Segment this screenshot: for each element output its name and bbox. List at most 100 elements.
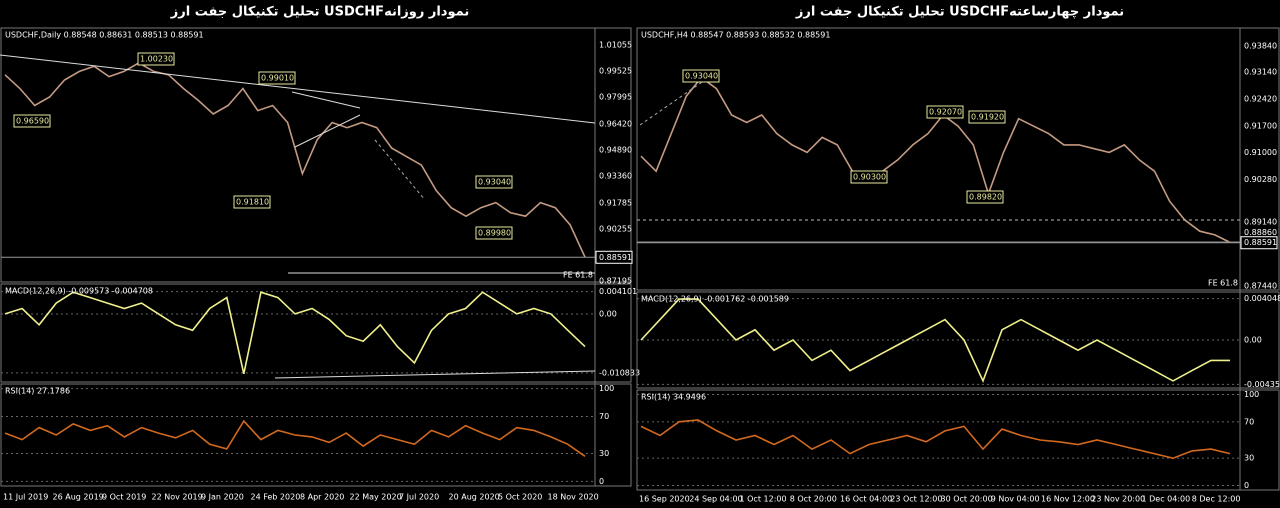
price-label: 0.90300 (853, 173, 886, 182)
price-label: 0.93040 (685, 72, 718, 81)
y-tick-label: 100 (599, 384, 614, 393)
y-tick-label: 0.96420 (599, 119, 632, 128)
panel-header: RSI(14) 34.9496 (641, 393, 706, 402)
price-label: 0.91810 (236, 198, 269, 207)
trend-line (639, 79, 706, 126)
price-line (640, 76, 1231, 244)
panel (0, 383, 632, 487)
y-tick-label: 0.93840 (1244, 41, 1277, 50)
price-label: 0.89980 (478, 229, 511, 238)
fe-label: FE 61.8 (563, 271, 593, 280)
price-line (4, 61, 586, 258)
y-tick-label: 0 (599, 477, 604, 486)
panel-header: USDCHF,Daily 0.88548 0.88631 0.88513 0.8… (5, 31, 204, 40)
x-tick-label: 16 Nov 12:00 (1041, 495, 1095, 504)
x-tick-label: 20 Aug 2020 (449, 493, 500, 502)
y-tick-label: 0.004048 (1244, 294, 1280, 303)
y-tick-label: 0 (1244, 481, 1249, 490)
price-label-box (968, 110, 1006, 124)
price-label: 0.96590 (16, 117, 49, 126)
price-label-box (13, 114, 51, 128)
y-tick-label: 0.00 (599, 309, 617, 318)
price-label-box (966, 190, 1004, 204)
panel-header: RSI(14) 27.1786 (5, 387, 70, 396)
x-tick-label: 8 Apr 2020 (300, 493, 344, 502)
x-tick-label: 23 Nov 20:00 (1091, 495, 1145, 504)
x-tick-label: 24 Feb 2020 (251, 493, 301, 502)
y-tick-label: 30 (1244, 454, 1254, 463)
trend-line (0, 54, 596, 124)
y-tick-label: 0.90280 (1244, 175, 1277, 184)
price-label-box (850, 170, 888, 184)
x-tick-label: 5 Oct 2020 (498, 493, 542, 502)
current-box (1240, 236, 1278, 250)
trend-line (294, 114, 361, 148)
price-label: 0.92070 (929, 108, 962, 117)
x-tick-label: 22 May 2020 (350, 493, 402, 502)
x-tick-label: 7 Jul 2020 (399, 493, 439, 502)
y-tick-label: 0.90255 (599, 224, 632, 233)
x-tick-label: 18 Nov 2020 (548, 493, 599, 502)
y-tick-label: 0.91785 (599, 198, 632, 207)
price-label-box (258, 71, 296, 85)
panel (0, 283, 632, 383)
y-tick-label: -0.004351 (1244, 380, 1280, 389)
price-label: 1.00230 (140, 55, 173, 64)
y-tick-label: 0.91000 (1244, 148, 1277, 157)
y-tick-label: 0.97995 (599, 93, 632, 102)
y-tick-label: 0.93140 (1244, 68, 1277, 77)
y-tick-label: 0.87440 (1244, 281, 1277, 290)
x-tick-label: 16 Oct 04:00 (840, 495, 892, 504)
y-tick-label: -0.010833 (599, 368, 640, 377)
rsi-line (4, 419, 586, 457)
x-tick-label: 16 Sep 2020 (639, 495, 690, 504)
y-tick-label: 0.92420 (1244, 95, 1277, 104)
y-tick-label: 0.004101 (599, 287, 637, 296)
x-tick-label: 1 Oct 12:00 (740, 495, 787, 504)
x-tick-label: 9 Jan 2020 (201, 493, 244, 502)
price-label-box (475, 175, 513, 189)
price-label: 0.89820 (969, 193, 1002, 202)
y-tick-label: 1.01055 (599, 40, 632, 49)
price-label: 0.93040 (478, 178, 511, 187)
y-tick-label: 0.89140 (1244, 218, 1277, 227)
x-tick-label: 11 Jul 2019 (3, 493, 48, 502)
trend-line (274, 370, 596, 379)
current-price: 0.88591 (1244, 238, 1277, 247)
panel-header: USDCHF,H4 0.88547 0.88593 0.88532 0.8859… (641, 31, 830, 40)
current-price: 0.88591 (599, 253, 632, 262)
y-tick-label: 0.94890 (599, 145, 632, 154)
y-tick-label: 70 (599, 412, 609, 421)
panel-header: MACD(12,26,9) -0.009573 -0.004708 (5, 287, 153, 296)
y-tick-label: 0.87195 (599, 277, 632, 286)
x-tick-label: 26 Aug 2019 (53, 493, 104, 502)
x-tick-label: 23 Oct 12:00 (890, 495, 942, 504)
y-tick-label: 0.99525 (599, 67, 632, 76)
x-tick-label: 9 Oct 2019 (102, 493, 146, 502)
price-label-box (682, 69, 720, 83)
rsi-line (640, 419, 1231, 460)
macd-line (640, 298, 1230, 383)
price-label-box (233, 195, 271, 209)
macd-line (4, 291, 586, 374)
x-tick-label: 8 Oct 20:00 (790, 495, 837, 504)
x-tick-label: 30 Oct 20:00 (941, 495, 993, 504)
panel (0, 27, 632, 283)
x-tick-label: 24 Sep 04:00 (689, 495, 742, 504)
y-tick-label: 30 (599, 449, 609, 458)
panel (636, 27, 1280, 291)
trend-line (374, 139, 426, 201)
current-box (595, 250, 633, 264)
price-label-box (926, 105, 964, 119)
x-tick-label: 22 Nov 2019 (152, 493, 203, 502)
y-tick-label: 0.93360 (599, 172, 632, 181)
price-label: 0.99010 (261, 74, 294, 83)
panel-header: MACD(12,26,9) -0.001762 -0.001589 (641, 295, 789, 304)
chart-title: تحلیل تکنیکال جفت ارز USDCHFنمودار چهارس… (795, 5, 1124, 20)
price-label-box (137, 52, 175, 66)
x-tick-label: 9 Nov 04:00 (991, 495, 1040, 504)
price-label: 0.91920 (971, 113, 1004, 122)
chart-title: تحلیل تکنیکال جفت ارز USDCHFنمودار روزان… (170, 5, 469, 20)
